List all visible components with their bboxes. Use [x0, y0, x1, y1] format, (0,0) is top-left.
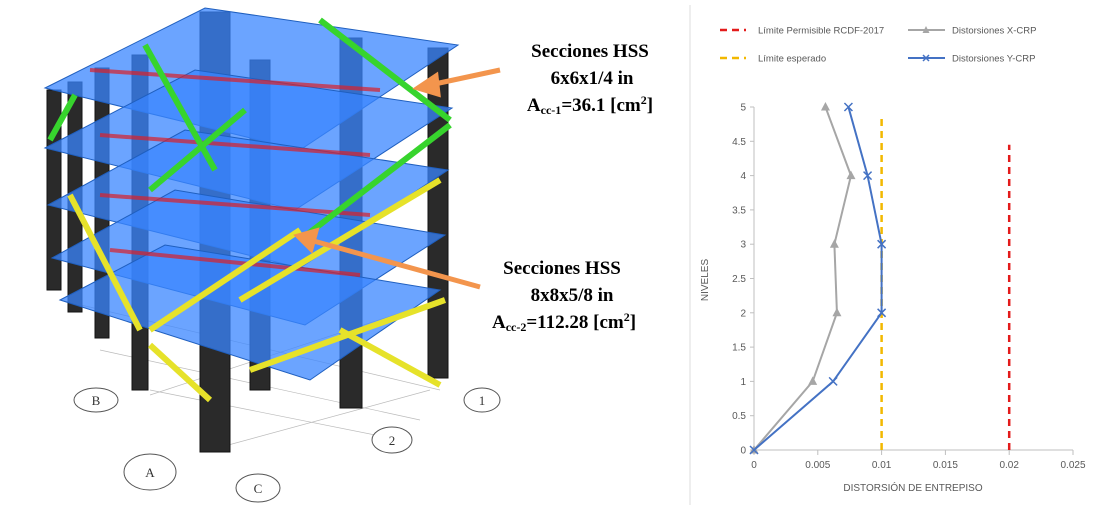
point [877, 239, 887, 249]
point [832, 307, 842, 317]
legend-label: Límite Permisible RCDF-2017 [758, 26, 884, 37]
x-tick-label: 0.025 [1060, 460, 1085, 471]
series-line [753, 106, 883, 451]
annotation: Acc-2=112.28 [cm2] [492, 310, 636, 334]
x-tick-label: 0.02 [999, 460, 1019, 471]
point [829, 239, 839, 248]
y-tick-label: 0.5 [732, 411, 746, 422]
annotation: Secciones HSS [531, 41, 649, 62]
x-tick-label: 0.005 [805, 460, 830, 471]
point [863, 171, 873, 181]
grid-label: 2 [389, 433, 396, 448]
annotation: 6x6x1/4 in [551, 68, 634, 89]
grid-label: 1 [479, 393, 486, 408]
x-tick-label: 0.01 [872, 460, 892, 471]
y-tick-label: 4 [740, 171, 746, 182]
point [820, 102, 830, 111]
series-line [753, 106, 853, 451]
annotation: Acc-1=36.1 [cm2] [527, 93, 653, 117]
y-tick-label: 3 [740, 240, 746, 251]
grid-label: C [254, 481, 263, 496]
chart: NIVELES DISTORSIÓN DE ENTREPISO 0 0.5 1 1.5… [700, 26, 1086, 495]
y-tick-label: 1 [740, 377, 746, 388]
legend-marker [922, 26, 930, 33]
y-tick-label: 2 [740, 308, 746, 319]
grid-label: A [145, 465, 155, 480]
point [808, 376, 818, 385]
point [843, 102, 853, 112]
annotation: Secciones HSS [503, 258, 621, 279]
y-tick-label: 2.5 [732, 274, 746, 285]
x-tick-label: 0.015 [933, 460, 958, 471]
x-axis-title: DISTORSIÓN DE ENTREPISO [843, 481, 983, 494]
point [846, 170, 856, 180]
point [877, 308, 887, 318]
annotation: 8x8x5/8 in [531, 285, 614, 306]
y-axis-title: NIVELES [700, 259, 711, 302]
legend-marker [922, 54, 930, 62]
structure-model [43, 7, 501, 503]
y-tick-label: 1.5 [732, 343, 746, 354]
legend-label: Distorsiones X-CRP [952, 26, 1036, 37]
y-tick-label: 3.5 [732, 205, 746, 216]
point [828, 376, 838, 386]
x-tick-label: 0 [751, 460, 757, 471]
grid-label: B [92, 393, 101, 408]
y-tick-label: 4.5 [732, 137, 746, 148]
legend-label: Límite esperado [758, 54, 826, 65]
y-tick-label: 5 [740, 103, 746, 114]
legend-label: Distorsiones Y-CRP [952, 54, 1035, 65]
y-tick-label: 0 [740, 446, 746, 457]
point [749, 445, 759, 455]
